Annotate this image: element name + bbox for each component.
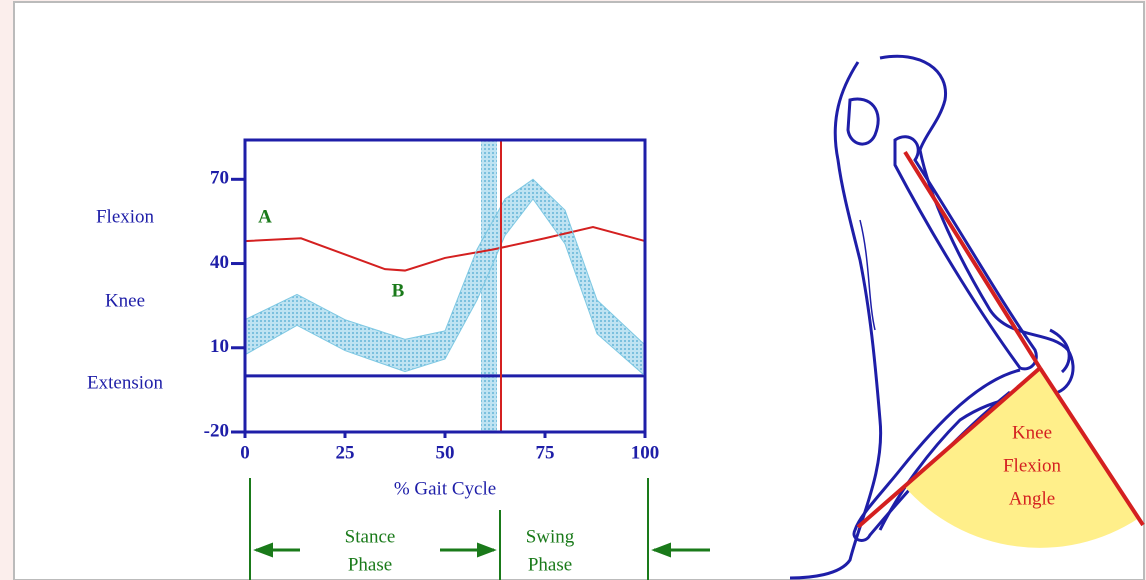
y-tick-label: 40 — [210, 252, 229, 273]
annotation: A — [258, 206, 272, 227]
toe-off-band — [481, 140, 497, 432]
x-tick-label: 100 — [631, 442, 660, 463]
angle-wedge — [904, 368, 1139, 548]
x-tick-label: 75 — [536, 442, 555, 463]
femur — [893, 135, 1038, 371]
y-tick-label: 70 — [210, 168, 229, 189]
phase-bar — [249, 478, 710, 580]
arrow-head — [477, 542, 497, 558]
vertical-axis — [1038, 366, 1145, 527]
patient-line — [244, 226, 646, 272]
tibia-axis — [856, 366, 1042, 529]
side-label: Knee — [105, 290, 145, 311]
annotation: B — [392, 280, 405, 301]
side-label: Flexion — [96, 206, 155, 227]
phase-label: Phase — [348, 554, 392, 575]
y-tick-label: 10 — [210, 336, 229, 357]
normal-band — [245, 179, 645, 376]
band-edge — [244, 198, 646, 377]
arrow-head — [253, 542, 273, 558]
y-tick-label: -20 — [204, 420, 229, 441]
band-edge — [244, 178, 646, 346]
side-label: Extension — [87, 372, 163, 393]
arrow-head — [651, 542, 671, 558]
hip-joint — [846, 97, 880, 146]
shading — [859, 219, 876, 331]
figure-label: Angle — [1009, 488, 1055, 509]
x-tick-label: 25 — [336, 442, 355, 463]
x-axis-title: % Gait Cycle — [394, 478, 496, 499]
chart: 70 40 10 -20 0 25 50 75 100 % Gait Cycle Flexion Kn… — [87, 138, 660, 575]
figure-label: Flexion — [1003, 455, 1062, 476]
x-tick-label: 50 — [436, 442, 455, 463]
phase-label: Stance — [345, 526, 396, 547]
phase-label: Phase — [528, 554, 572, 575]
phase-label: Swing — [526, 526, 575, 547]
patella — [1049, 328, 1071, 374]
leg-outline — [789, 61, 883, 580]
figure-label: Knee — [1012, 422, 1052, 443]
x-tick-label: 0 — [240, 442, 250, 463]
femur-axis — [903, 150, 1042, 370]
